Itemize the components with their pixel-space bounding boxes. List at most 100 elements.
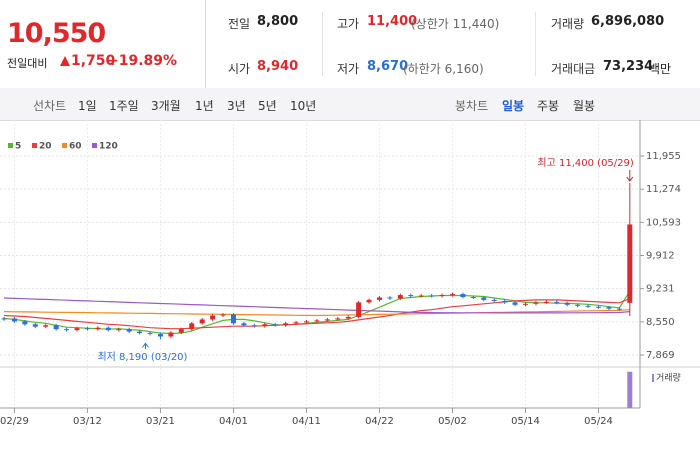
y-tick-label: 9,231: [646, 284, 675, 295]
candle-body: [345, 316, 351, 319]
candle-body: [512, 302, 518, 305]
volume-bar: [627, 371, 633, 408]
legend-swatch: [32, 143, 37, 148]
annotation-arrowhead: [626, 176, 634, 182]
candle-tab[interactable]: 일봉: [502, 99, 525, 113]
candle-body: [116, 329, 122, 331]
candle-body: [449, 294, 455, 296]
stock-chart: 11,955 11,274 10,593 9,912 9,231 8,550 7,869 02…: [0, 120, 700, 427]
x-tick-label: 03/21: [146, 416, 175, 427]
candle-body: [199, 319, 205, 324]
candle-body: [230, 314, 236, 324]
candle-body: [627, 224, 633, 303]
candle-body: [397, 295, 403, 299]
candle-body: [314, 320, 320, 322]
candle-body: [585, 305, 591, 307]
candle-body: [606, 307, 612, 309]
candle-body: [64, 329, 70, 331]
period-tab[interactable]: 5년: [258, 99, 277, 113]
period-tab[interactable]: 1주일: [109, 99, 139, 113]
annotation-arrowhead: [142, 342, 149, 348]
stat-label: 전일: [228, 17, 251, 31]
candle-body: [543, 301, 549, 303]
candle-body: [554, 301, 560, 303]
candle-body: [22, 321, 28, 325]
quote-header: 10,550 전일대비 1,750 +19.89% 전일 8,800 고가 11…: [0, 0, 700, 89]
y-tick-label: 10,593: [646, 217, 681, 228]
legend-label: 5: [15, 142, 21, 152]
stat-note: (하한가 6,160): [403, 62, 484, 76]
candle-body: [178, 329, 184, 333]
annotation-low: 최저 8,190 (03/20): [97, 351, 187, 363]
divider: [322, 12, 323, 76]
period-tabs: 선차트 봉차트 1일 1주일 3개월 1년 3년 5년 10년 일봉 주봉 월봉: [0, 88, 700, 121]
candle-tab[interactable]: 월봉: [573, 99, 596, 113]
period-tab[interactable]: 3년: [227, 99, 246, 113]
x-tick-label: 04/01: [219, 416, 248, 427]
candle-body: [168, 332, 174, 337]
candle-body: [32, 324, 38, 327]
candle-body: [283, 323, 289, 326]
legend-label: 60: [69, 142, 82, 152]
period-tab[interactable]: 1년: [195, 99, 214, 113]
candle-body: [408, 295, 414, 297]
stat-value: 6,896,080: [591, 14, 665, 29]
divider: [535, 12, 536, 76]
candle-body: [439, 295, 445, 297]
candle-body: [356, 302, 362, 317]
legend-label: 20: [39, 142, 52, 152]
candle-tab[interactable]: 주봉: [537, 99, 560, 113]
candle-body: [429, 295, 435, 297]
candle-body: [43, 325, 49, 327]
candle-body: [157, 334, 163, 337]
candle-body: [220, 314, 226, 316]
y-tick-label: 7,869: [646, 350, 675, 361]
candle-body: [262, 324, 268, 327]
volume-legend-label: 거래량: [656, 372, 681, 384]
candle-body: [470, 297, 476, 299]
change-amount: 1,750: [71, 53, 116, 69]
current-price: 10,550: [7, 18, 106, 49]
candle-body: [137, 331, 143, 334]
tab-group-label: 선차트: [33, 99, 67, 113]
change-label: 전일대비: [7, 57, 48, 70]
candle-body: [387, 297, 393, 299]
candle-body: [95, 327, 101, 330]
candle-body: [481, 297, 487, 300]
candle-body: [74, 328, 80, 331]
candle-body: [596, 306, 602, 308]
candle-body: [616, 308, 622, 310]
candle-body: [366, 299, 372, 303]
x-tick-label: 05/24: [584, 416, 613, 427]
x-tick-label: 05/14: [511, 416, 540, 427]
annotation-high: 최고 11,400 (05/29): [537, 157, 633, 169]
candle-body: [53, 325, 59, 330]
candle-body: [105, 327, 111, 331]
period-tab[interactable]: 1일: [78, 99, 97, 113]
stat-value: 8,800: [257, 14, 299, 29]
candle-body: [84, 328, 90, 330]
candle-body: [1, 318, 7, 320]
period-tab[interactable]: 3개월: [151, 99, 181, 113]
candle-body: [241, 323, 247, 326]
x-tick-label: 02/29: [0, 416, 29, 427]
candle-body: [575, 304, 581, 306]
period-tab[interactable]: 10년: [290, 99, 317, 113]
candle-body: [11, 318, 17, 322]
y-tick-label: 11,274: [646, 184, 681, 195]
candle-body: [272, 324, 278, 326]
candle-body: [251, 325, 257, 327]
legend-swatch: [8, 143, 13, 148]
change-percent: +19.89%: [107, 53, 178, 69]
candle-body: [523, 303, 528, 305]
up-triangle: [60, 56, 70, 66]
moving-average: [3, 297, 631, 330]
stat-label: 거래량: [551, 17, 585, 31]
candle-body: [126, 329, 132, 332]
x-tick-label: 04/22: [365, 416, 394, 427]
y-tick-label: 8,550: [646, 317, 675, 328]
legend-label: 120: [99, 142, 118, 152]
tab-group-label: 봉차트: [455, 99, 489, 113]
stat-value: 8,670: [367, 59, 409, 74]
